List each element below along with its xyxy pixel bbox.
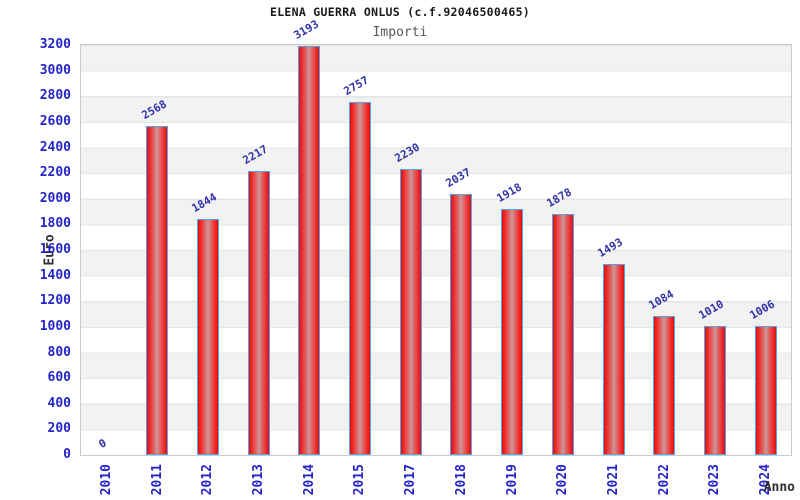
- chart-title: ELENA GUERRA ONLUS (c.f.92046500465): [269, 5, 531, 19]
- bar-2019: [501, 209, 524, 455]
- x-tick-label: 2022: [656, 464, 672, 496]
- x-tick-label: 2010: [98, 464, 114, 496]
- x-tick-label: 2014: [301, 464, 317, 496]
- y-tick-label: 3000: [39, 62, 71, 78]
- y-tick-label: 1400: [39, 267, 71, 283]
- y-tick-label: 1600: [39, 242, 71, 257]
- x-tick-label: 2019: [504, 464, 520, 496]
- bar-2018: [450, 194, 473, 455]
- y-tick-label: 600: [47, 370, 71, 386]
- x-tick-label: 2012: [200, 464, 216, 496]
- y-tick-label: 1800: [39, 216, 71, 232]
- x-tick-label: 2021: [606, 464, 621, 496]
- y-tick-label: 400: [47, 395, 71, 411]
- bar-2021: [602, 264, 625, 455]
- y-tick-label: 2600: [39, 113, 71, 129]
- x-tick-label: 2015: [352, 464, 368, 496]
- bar-2011: [146, 126, 169, 455]
- x-tick-label: 2017: [403, 464, 419, 496]
- y-tick-label: 2400: [39, 139, 71, 155]
- y-tick-label: 2200: [39, 165, 71, 181]
- y-tick-label: 200: [47, 421, 71, 437]
- bar-2013: [247, 171, 270, 455]
- bar-2022: [653, 316, 676, 455]
- x-tick-label: 2020: [555, 464, 571, 496]
- y-tick-label: 2800: [39, 88, 71, 104]
- y-tick-label: 0: [63, 447, 71, 462]
- y-tick-label: 800: [47, 344, 71, 360]
- bar-2017: [399, 169, 422, 455]
- x-tick-label: 2013: [251, 464, 266, 496]
- chart-subtitle: Importi: [372, 25, 428, 40]
- bar-2023: [703, 326, 726, 455]
- x-axis-title: Anno: [763, 480, 795, 495]
- bar-2014: [298, 46, 321, 455]
- y-tick-label: 2000: [39, 190, 71, 206]
- y-tick-label: 3200: [39, 37, 71, 52]
- plot-area: [80, 44, 792, 456]
- y-tick-label: 1200: [39, 293, 71, 309]
- x-tick-label: 2023: [707, 464, 723, 496]
- bar-2015: [348, 102, 371, 455]
- y-tick-label: 1000: [39, 318, 71, 334]
- x-tick-label: 2011: [149, 464, 165, 496]
- x-tick-label: 2018: [453, 464, 469, 496]
- bar-2012: [196, 219, 219, 455]
- bar-2024: [754, 326, 777, 455]
- bar-2020: [551, 214, 574, 455]
